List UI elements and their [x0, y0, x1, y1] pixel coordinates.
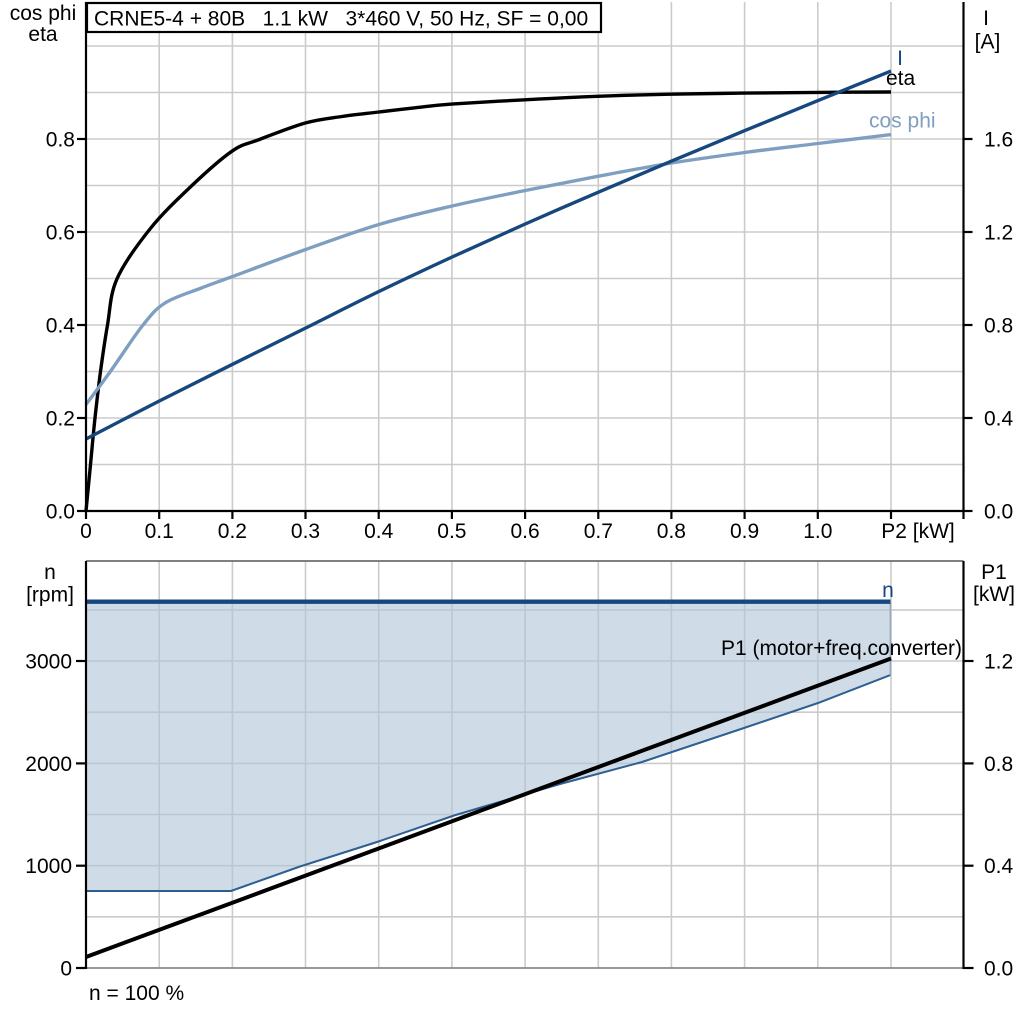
svg-text:I: I — [983, 7, 989, 30]
svg-text:0.2: 0.2 — [218, 520, 247, 543]
svg-text:0: 0 — [80, 520, 92, 543]
svg-text:1000: 1000 — [25, 855, 72, 878]
svg-text:P2 [kW]: P2 [kW] — [881, 520, 955, 543]
svg-text:P1: P1 — [981, 561, 1007, 584]
svg-text:0.1: 0.1 — [145, 520, 174, 543]
svg-text:0.4: 0.4 — [984, 408, 1014, 431]
svg-text:[kW]: [kW] — [973, 583, 1015, 606]
svg-text:[A]: [A] — [975, 31, 1001, 54]
svg-text:0.8: 0.8 — [46, 129, 75, 152]
svg-text:0.4: 0.4 — [364, 520, 394, 543]
svg-text:0.0: 0.0 — [46, 501, 75, 524]
svg-text:0.0: 0.0 — [984, 501, 1013, 524]
svg-text:0.4: 0.4 — [984, 855, 1014, 878]
svg-text:0.0: 0.0 — [984, 958, 1013, 981]
svg-text:n: n — [44, 561, 56, 584]
svg-text:1.6: 1.6 — [984, 129, 1013, 152]
svg-text:0.3: 0.3 — [291, 520, 320, 543]
svg-text:CRNE5-4 + 80B 1.1 kW 3*460: CRNE5-4 + 80B 1.1 kW 3*460 V, 50 Hz, SF … — [94, 8, 588, 31]
svg-text:0.8: 0.8 — [984, 315, 1013, 338]
svg-text:0.8: 0.8 — [984, 753, 1013, 776]
svg-text:n = 100 %: n = 100 % — [89, 982, 184, 1005]
svg-text:eta: eta — [28, 23, 58, 46]
svg-text:1.2: 1.2 — [984, 222, 1013, 245]
svg-text:0.8: 0.8 — [657, 520, 686, 543]
svg-text:0.6: 0.6 — [510, 520, 539, 543]
svg-text:0.9: 0.9 — [730, 520, 759, 543]
svg-text:P1 (motor+freq.converter): P1 (motor+freq.converter) — [721, 637, 962, 660]
svg-text:eta: eta — [886, 67, 916, 90]
svg-text:I: I — [897, 47, 903, 70]
svg-text:0.5: 0.5 — [437, 520, 466, 543]
svg-text:0.2: 0.2 — [46, 408, 75, 431]
svg-text:1.0: 1.0 — [803, 520, 832, 543]
svg-text:0.6: 0.6 — [46, 222, 75, 245]
svg-text:0: 0 — [60, 958, 72, 981]
svg-text:n: n — [882, 579, 894, 602]
svg-text:0.7: 0.7 — [584, 520, 613, 543]
svg-text:2000: 2000 — [25, 753, 72, 776]
svg-text:cos phi: cos phi — [10, 2, 77, 25]
svg-text:3000: 3000 — [25, 651, 72, 674]
svg-text:cos phi: cos phi — [869, 110, 936, 133]
svg-text:[rpm]: [rpm] — [26, 584, 74, 607]
svg-text:0.4: 0.4 — [46, 315, 76, 338]
svg-text:1.2: 1.2 — [984, 651, 1013, 674]
